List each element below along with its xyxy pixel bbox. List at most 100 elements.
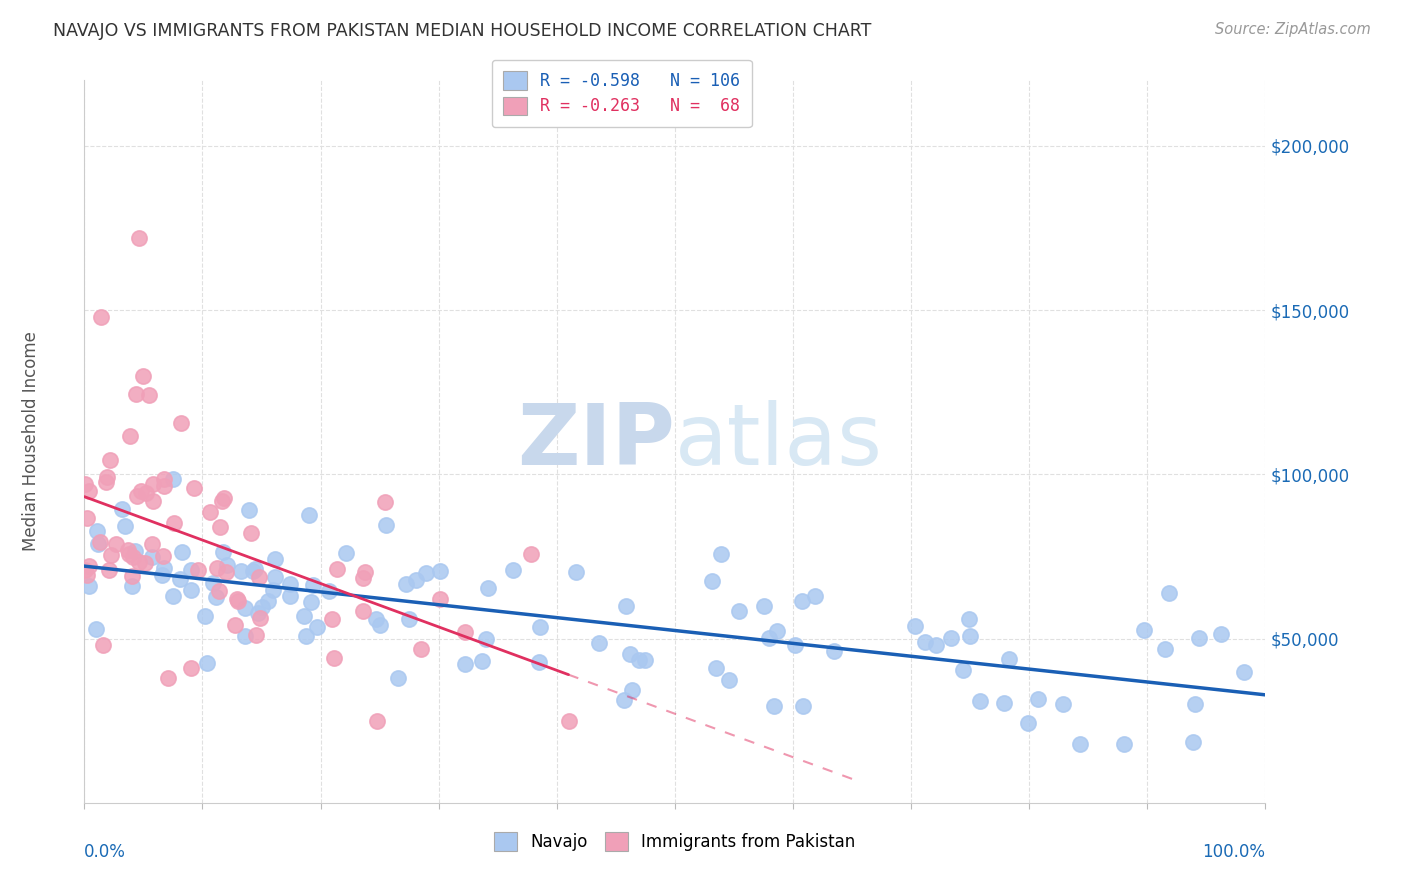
Point	[454, 624, 477, 639]
Point	[141, 549, 163, 564]
Point	[257, 594, 280, 608]
Point	[1188, 631, 1211, 645]
Point	[1184, 697, 1206, 711]
Point	[235, 600, 257, 615]
Point	[619, 647, 641, 661]
Point	[201, 576, 224, 591]
Point	[301, 578, 323, 592]
Point	[613, 693, 636, 707]
Point	[415, 566, 437, 580]
Point	[211, 545, 233, 559]
Point	[804, 589, 827, 603]
Point	[453, 657, 475, 671]
Point	[124, 387, 146, 401]
Point	[299, 595, 322, 609]
Point	[429, 592, 451, 607]
Point	[98, 452, 121, 467]
Point	[321, 611, 343, 625]
Point	[370, 618, 392, 632]
Point	[752, 599, 775, 613]
Point	[239, 525, 262, 540]
Point	[710, 547, 733, 561]
Point	[924, 638, 946, 652]
Point	[318, 584, 340, 599]
Point	[131, 484, 153, 499]
Point	[228, 594, 250, 608]
Point	[326, 562, 349, 576]
Legend: Navajo, Immigrants from Pakistan: Navajo, Immigrants from Pakistan	[485, 824, 865, 860]
Point	[100, 548, 122, 562]
Point	[105, 537, 128, 551]
Point	[718, 673, 741, 688]
Point	[993, 696, 1015, 710]
Point	[792, 699, 814, 714]
Point	[118, 547, 141, 561]
Point	[374, 494, 396, 508]
Point	[387, 671, 409, 685]
Point	[939, 631, 962, 645]
Point	[152, 549, 174, 563]
Point	[224, 618, 246, 632]
Point	[114, 518, 136, 533]
Point	[783, 638, 806, 652]
Point	[790, 594, 813, 608]
Point	[243, 562, 266, 576]
Point	[520, 547, 543, 561]
Point	[959, 629, 981, 643]
Point	[557, 714, 579, 728]
Point	[278, 577, 301, 591]
Point	[904, 619, 927, 633]
Point	[1133, 623, 1156, 637]
Point	[169, 572, 191, 586]
Point	[502, 563, 524, 577]
Point	[207, 583, 229, 598]
Point	[763, 698, 786, 713]
Text: 100.0%: 100.0%	[1202, 843, 1265, 861]
Point	[163, 516, 186, 530]
Point	[1182, 735, 1205, 749]
Point	[252, 600, 274, 615]
Point	[278, 590, 301, 604]
Point	[138, 388, 160, 402]
Point	[375, 518, 398, 533]
Point	[262, 582, 284, 597]
Text: atlas: atlas	[675, 400, 883, 483]
Point	[398, 612, 420, 626]
Point	[405, 574, 427, 588]
Point	[477, 581, 499, 595]
Point	[246, 607, 269, 621]
Point	[1157, 586, 1180, 600]
Point	[77, 484, 100, 499]
Point	[118, 429, 141, 443]
Point	[153, 472, 176, 486]
Point	[76, 511, 98, 525]
Point	[90, 310, 112, 324]
Point	[156, 671, 179, 685]
Point	[588, 636, 610, 650]
Point	[616, 599, 638, 613]
Point	[205, 590, 228, 604]
Point	[128, 555, 150, 569]
Point	[1052, 697, 1074, 711]
Point	[142, 477, 165, 491]
Point	[121, 569, 143, 583]
Point	[215, 558, 238, 573]
Point	[180, 582, 202, 597]
Point	[111, 502, 134, 516]
Point	[411, 641, 433, 656]
Point	[1026, 692, 1049, 706]
Point	[475, 632, 498, 647]
Point	[211, 493, 233, 508]
Point	[249, 611, 271, 625]
Text: Median Household Income: Median Household Income	[22, 332, 41, 551]
Point	[212, 491, 235, 506]
Point	[127, 490, 149, 504]
Point	[94, 475, 117, 489]
Point	[627, 653, 650, 667]
Point	[366, 612, 388, 626]
Point	[969, 694, 991, 708]
Point	[335, 546, 357, 560]
Point	[758, 631, 780, 645]
Point	[195, 656, 218, 670]
Point	[152, 479, 174, 493]
